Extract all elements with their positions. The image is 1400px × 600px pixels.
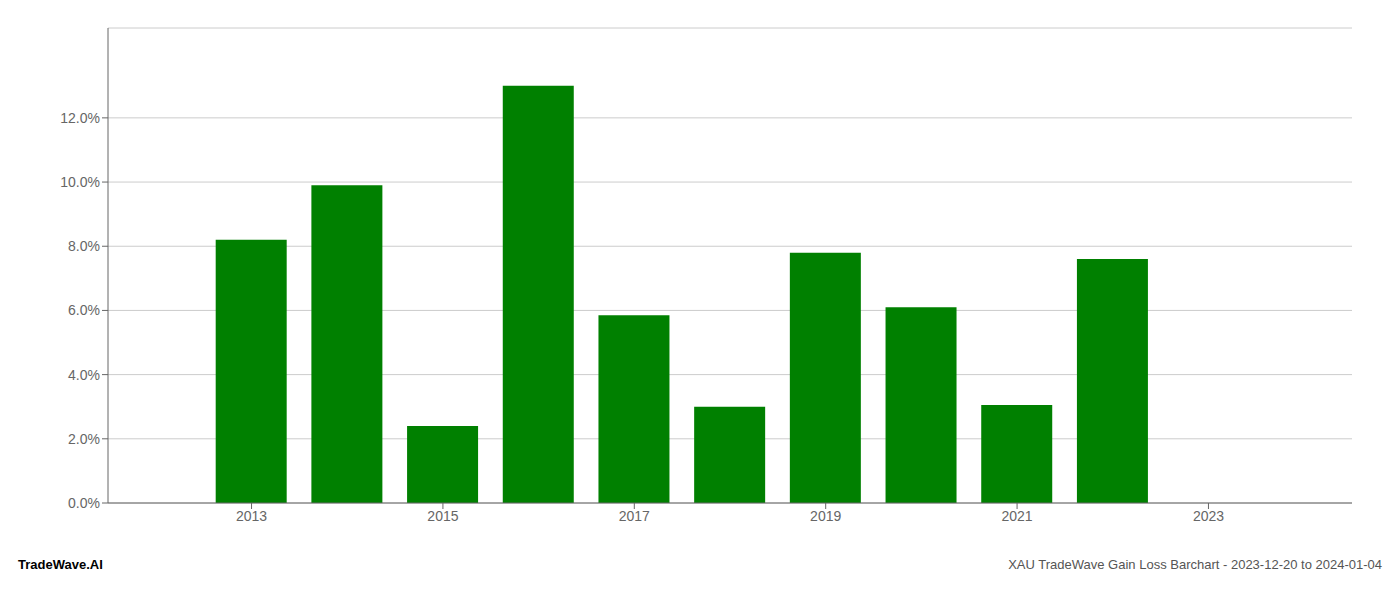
- svg-text:0.0%: 0.0%: [68, 495, 100, 511]
- svg-text:8.0%: 8.0%: [68, 238, 100, 254]
- svg-text:2015: 2015: [427, 508, 458, 524]
- svg-text:2017: 2017: [619, 508, 650, 524]
- svg-text:2019: 2019: [810, 508, 841, 524]
- svg-text:4.0%: 4.0%: [68, 367, 100, 383]
- svg-text:6.0%: 6.0%: [68, 302, 100, 318]
- svg-text:10.0%: 10.0%: [60, 174, 100, 190]
- svg-text:2.0%: 2.0%: [68, 431, 100, 447]
- svg-text:12.0%: 12.0%: [60, 110, 100, 126]
- svg-text:2023: 2023: [1193, 508, 1224, 524]
- html-text:TradeWave.AI: TradeWave.AI: [18, 557, 103, 572]
- svg-text:2013: 2013: [236, 508, 267, 524]
- svg-text:2021: 2021: [1001, 508, 1032, 524]
- html-text:XAU TradeWave Gain Loss Barcha: XAU TradeWave Gain Loss Barchart - 2023-…: [1008, 557, 1382, 572]
